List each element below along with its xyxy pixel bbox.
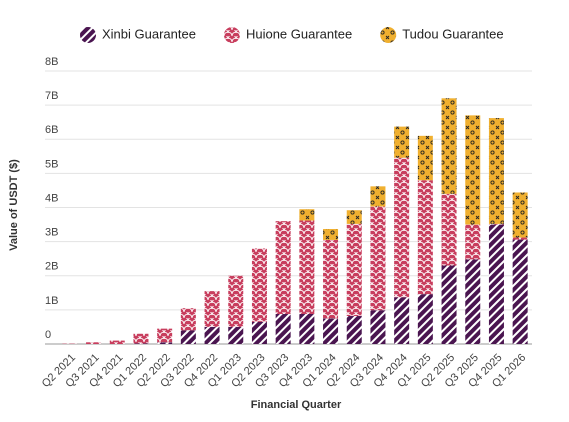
bar-segment [299,220,315,314]
bar-segment [346,316,362,344]
bar-segment [417,180,433,295]
bar-segment [488,118,504,224]
bar-segment [204,326,220,344]
bar-segment [346,210,362,224]
bar-segment [394,157,410,298]
bar-segment [370,206,386,311]
bar-segment [488,224,504,344]
y-tick-label: 4B [45,192,58,204]
bar-segment [512,237,528,240]
bar-segment [251,321,267,344]
bar-segment [228,326,244,344]
y-tick-label: 6B [45,124,58,136]
legend-label: Tudou Guarantee [402,26,503,41]
bar-segment [180,308,196,331]
bar-segment [299,209,315,221]
bar-segment [133,333,149,344]
bar-segment [323,228,339,240]
bar-segment [488,223,504,225]
bar-segment [465,259,481,344]
legend-swatch [223,27,240,43]
bar-segment [394,126,410,158]
y-tick-label: 8B [45,56,58,68]
bar-segment [323,318,339,344]
bar-segment [109,340,125,344]
bar-segment [251,248,267,322]
bar-segment [370,186,386,207]
y-tick-label: 1B [45,295,58,307]
bar-segment [394,297,410,344]
bar-segment [417,294,433,344]
x-axis-title: Financial Quarter [251,399,342,411]
bar-segment [512,192,528,238]
bar-segment [228,275,244,327]
y-tick-label: 5B [45,158,58,170]
bar-segment [465,115,481,225]
bar-segment [370,310,386,344]
bar-segment [299,313,315,344]
legend-label: Huione Guarantee [246,26,352,41]
bar-segment [275,221,291,314]
bar-segment [275,313,291,344]
y-tick-label: 3B [45,227,58,239]
y-tick-label: 2B [45,261,58,273]
bar-segment [180,330,196,344]
legend-swatch [80,27,96,43]
bar-segment [157,342,173,344]
bar-segment [417,135,433,181]
bar-segment [204,291,220,327]
legend-swatch [380,27,397,43]
bar-segment [441,193,457,266]
y-tick-label: 7B [45,90,58,102]
bar-segment [441,265,457,344]
bar-segment [346,223,362,317]
bar-segment [465,224,481,260]
y-tick-label: 0 [45,329,51,341]
bar-segment [441,98,457,194]
legend-label: Xinbi Guarantee [102,26,196,41]
bar-segment [157,328,173,343]
bar-segment [86,342,102,344]
bar-segment [133,343,149,344]
bar-segment [512,239,528,344]
bar-segment [323,239,339,319]
y-axis-title: Value of USDT ($) [8,159,20,251]
